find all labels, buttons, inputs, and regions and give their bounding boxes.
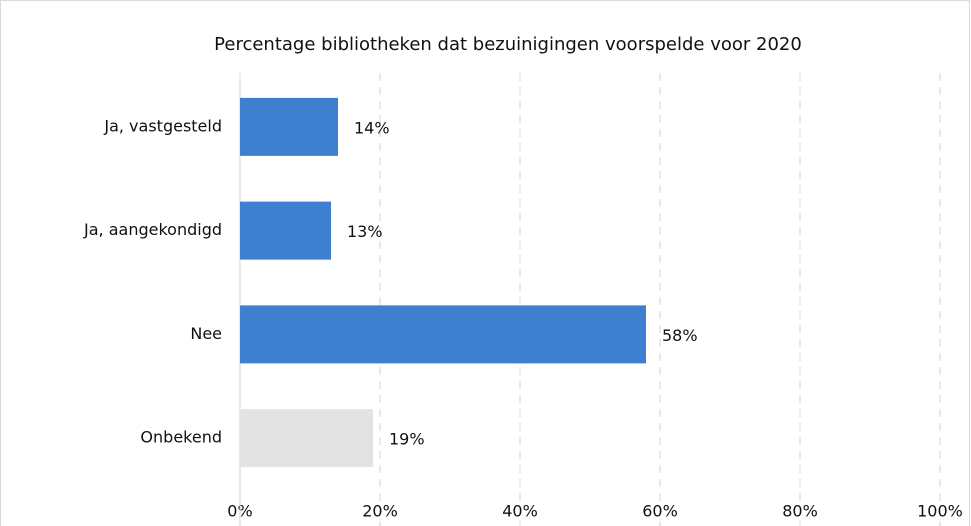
data-label: 14% bbox=[354, 118, 390, 137]
data-label: 13% bbox=[347, 222, 383, 241]
x-tick-label: 80% bbox=[782, 502, 818, 521]
chart-title: Percentage bibliotheken dat bezuiniginge… bbox=[214, 34, 802, 55]
x-tick-label: 40% bbox=[502, 502, 538, 521]
x-tick-label: 20% bbox=[362, 502, 398, 521]
bar bbox=[240, 409, 373, 468]
bar bbox=[240, 97, 338, 156]
x-tick-label: 100% bbox=[917, 502, 963, 521]
y-tick-label: Nee bbox=[190, 324, 222, 343]
y-tick-label: Ja, vastgesteld bbox=[103, 116, 222, 135]
data-label: 58% bbox=[662, 326, 698, 345]
bar bbox=[240, 201, 331, 260]
data-label: 19% bbox=[389, 430, 425, 449]
y-tick-label: Onbekend bbox=[140, 428, 222, 447]
x-tick-label: 60% bbox=[642, 502, 678, 521]
bar bbox=[240, 305, 646, 364]
y-tick-label: Ja, aangekondigd bbox=[83, 220, 222, 239]
